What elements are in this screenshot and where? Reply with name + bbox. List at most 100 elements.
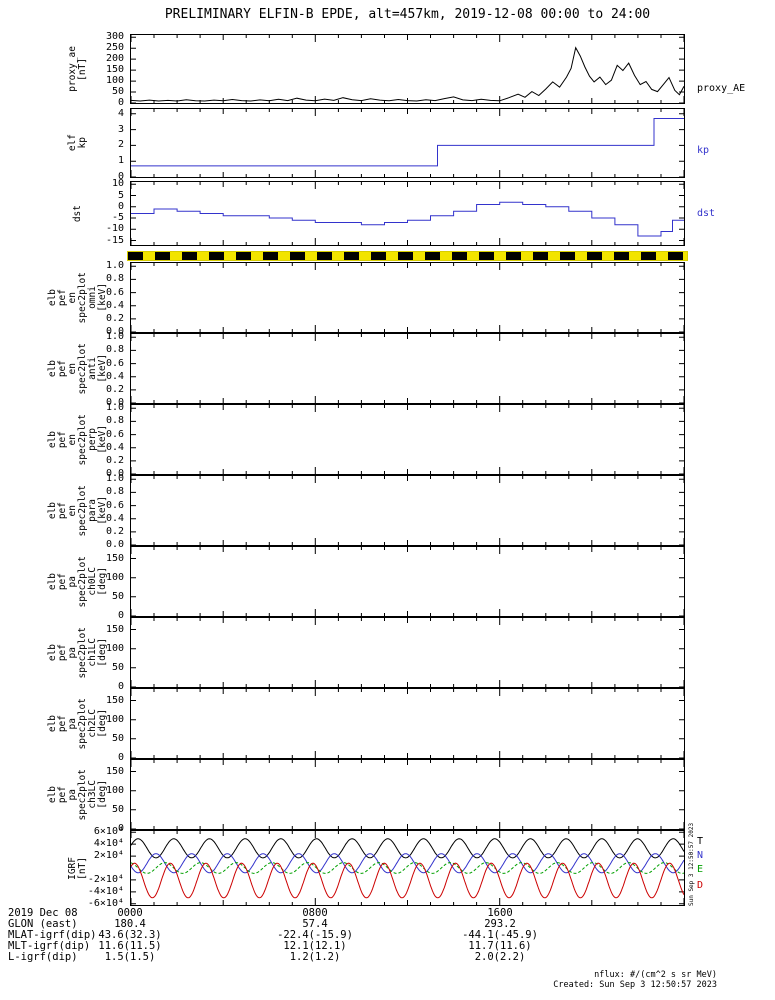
pa-ch3lc-axis-label-word: [deg] xyxy=(97,780,108,809)
availability-bar xyxy=(127,251,688,261)
kp-ytick-label: 4 xyxy=(117,107,124,119)
en-anti-ytick-label: 0.8 xyxy=(105,344,124,356)
pa-ch3lc-plot-area xyxy=(130,760,685,830)
en-anti-panel xyxy=(130,333,685,404)
plot-title: PRELIMINARY ELFIN-B EPDE, alt=457km, 201… xyxy=(164,7,651,22)
en-omni-ytick-label: 0.8 xyxy=(105,273,124,285)
pa-ch0lc-panel xyxy=(130,546,685,617)
pa-ch1lc-axis-label: elb pef pa spec2plot ch1LC [deg] xyxy=(30,617,126,688)
kp-ytick-label: 2 xyxy=(117,139,124,151)
igrf-series-E xyxy=(130,862,685,874)
pa-ch3lc-panel xyxy=(130,759,685,830)
proxy-ae-ytick-label: 200 xyxy=(105,53,124,65)
en-para-ytick-label: 0.2 xyxy=(105,525,124,537)
igrf-panel xyxy=(130,830,685,906)
pa-ch1lc-plot-area xyxy=(130,618,685,688)
igrf-series-D xyxy=(130,862,685,899)
xaxis-row-label: MLAT-igrf(dip) xyxy=(8,929,97,941)
kp-axis-label: elf kp xyxy=(30,108,126,178)
proxy-ae-series-proxy_AE xyxy=(130,46,685,102)
en-perp-plot-area xyxy=(130,405,685,475)
xaxis-row-label: L-igrf(dip) xyxy=(8,951,78,963)
en-para-ytick-label: 1.0 xyxy=(105,473,124,485)
pa-ch2lc-axis-label-word: [deg] xyxy=(97,709,108,738)
kp-panel xyxy=(130,108,685,178)
vertical-timestamp: Sun Sep 3 12:50:57 2023 xyxy=(688,822,695,906)
pa-ch3lc-ytick-label: 0 xyxy=(117,823,124,834)
pa-ch2lc-ytick-label: 150 xyxy=(105,694,124,706)
en-para-axis-label-word: [keV] xyxy=(97,496,108,525)
igrf-ytick-label: 4×10⁴ xyxy=(93,838,124,850)
xaxis-row-label: 2019 Dec 08 xyxy=(8,907,78,919)
xaxis-glon-value: 293.2 xyxy=(484,918,516,930)
xaxis-glon-value: 180.4 xyxy=(114,918,146,930)
igrf-ytick-label: 6×10⁴ xyxy=(93,826,124,838)
en-anti-ytick-label: 0.0 xyxy=(105,397,124,408)
en-perp-axis-label: elb pef en spec2plot perp [keV] xyxy=(30,404,126,475)
pa-ch2lc-panel xyxy=(130,688,685,759)
xaxis-lshell-value: 1.2(1.2) xyxy=(289,951,341,963)
pa-ch0lc-ytick-label: 50 xyxy=(111,590,124,602)
xaxis-row-label: MLT-igrf(dip) xyxy=(8,940,91,952)
pa-ch0lc-ytick-label: 0 xyxy=(117,610,124,621)
pa-ch0lc-ytick-label: 100 xyxy=(105,571,124,583)
pa-ch1lc-ytick-label: 150 xyxy=(105,623,124,635)
proxy-ae-ytick-label: 100 xyxy=(105,75,124,87)
xaxis-row-glon: GLON (east) 180.4 57.4 293.2 xyxy=(0,919,775,930)
dst-plot-area xyxy=(130,182,685,245)
proxy-ae-axis-label: proxy_ae [nT] xyxy=(30,34,126,104)
igrf-right-label-D: D xyxy=(697,880,704,892)
xaxis-mlt-value: 11.7(11.6) xyxy=(468,940,532,952)
igrf-right-label-T: T xyxy=(697,836,704,848)
kp-plot-area xyxy=(130,109,685,178)
proxy-ae-tick-marks xyxy=(130,35,685,104)
pa-ch2lc-ytick-label: 0 xyxy=(117,752,124,763)
en-omni-axis-label-word: [keV] xyxy=(97,283,108,312)
pa-ch2lc-tick-marks xyxy=(130,689,685,759)
dst-ytick-label: -15 xyxy=(105,234,124,246)
kp-tick-marks xyxy=(130,109,685,178)
igrf-axis-label-word: [nT] xyxy=(77,856,88,880)
en-omni-ytick-label: 0.0 xyxy=(105,326,124,337)
xaxis-row-time: 2019 Dec 08 0000 0800 1600 xyxy=(0,908,775,919)
proxy-ae-right-label-proxy_AE: proxy_AE xyxy=(697,82,746,94)
en-perp-panel xyxy=(130,404,685,475)
pa-ch3lc-ytick-label: 150 xyxy=(105,765,124,777)
en-omni-ytick-label: 1.0 xyxy=(105,260,124,272)
pa-ch3lc-ytick-label: 100 xyxy=(105,784,124,796)
proxy-ae-axis-label-word: [nT] xyxy=(77,57,88,81)
igrf-ytick-label: -2×10⁴ xyxy=(87,873,124,885)
en-omni-tick-marks xyxy=(130,263,685,333)
xaxis-mlt-value: 12.1(12.1) xyxy=(283,940,347,952)
pa-ch1lc-axis-label-word: [deg] xyxy=(97,638,108,667)
igrf-ytick-label: -4×10⁴ xyxy=(87,885,124,897)
pa-ch3lc-ytick-label: 50 xyxy=(111,803,124,815)
kp-ytick-label: 0 xyxy=(117,171,124,182)
igrf-series-N xyxy=(130,853,685,874)
created-timestamp: Created: Sun Sep 3 12:50:57 2023 xyxy=(553,980,717,990)
pa-ch1lc-ytick-label: 100 xyxy=(105,642,124,654)
pa-ch0lc-ytick-label: 150 xyxy=(105,552,124,564)
proxy-ae-ytick-label: 300 xyxy=(105,31,124,43)
pa-ch0lc-axis-label-word: [deg] xyxy=(97,567,108,596)
dst-right-label-dst: dst xyxy=(697,207,716,219)
pa-ch0lc-plot-area xyxy=(130,547,685,617)
pa-ch1lc-ytick-label: 0 xyxy=(117,681,124,692)
en-para-plot-area xyxy=(130,476,685,546)
en-para-ytick-label: 0.0 xyxy=(105,539,124,550)
nflux-units-note: nflux: #/(cm^2 s sr MeV) xyxy=(594,970,717,980)
xaxis-row-label: GLON (east) xyxy=(8,918,78,930)
en-omni-ytick-label: 0.6 xyxy=(105,286,124,298)
igrf-plot-area xyxy=(130,831,685,905)
pa-ch1lc-panel xyxy=(130,617,685,688)
proxy-ae-plot-area xyxy=(130,35,685,104)
proxy-ae-ytick-label: 150 xyxy=(105,64,124,76)
dst-axis-label: dst xyxy=(30,181,126,246)
pa-ch0lc-tick-marks xyxy=(130,547,685,617)
proxy-ae-ytick-label: 0 xyxy=(117,97,124,108)
xaxis-mlat-value: -44.1(-45.9) xyxy=(462,929,538,941)
kp-series-kp xyxy=(131,118,684,167)
en-anti-axis-label-word: [keV] xyxy=(97,354,108,383)
pa-ch1lc-tick-marks xyxy=(130,618,685,688)
